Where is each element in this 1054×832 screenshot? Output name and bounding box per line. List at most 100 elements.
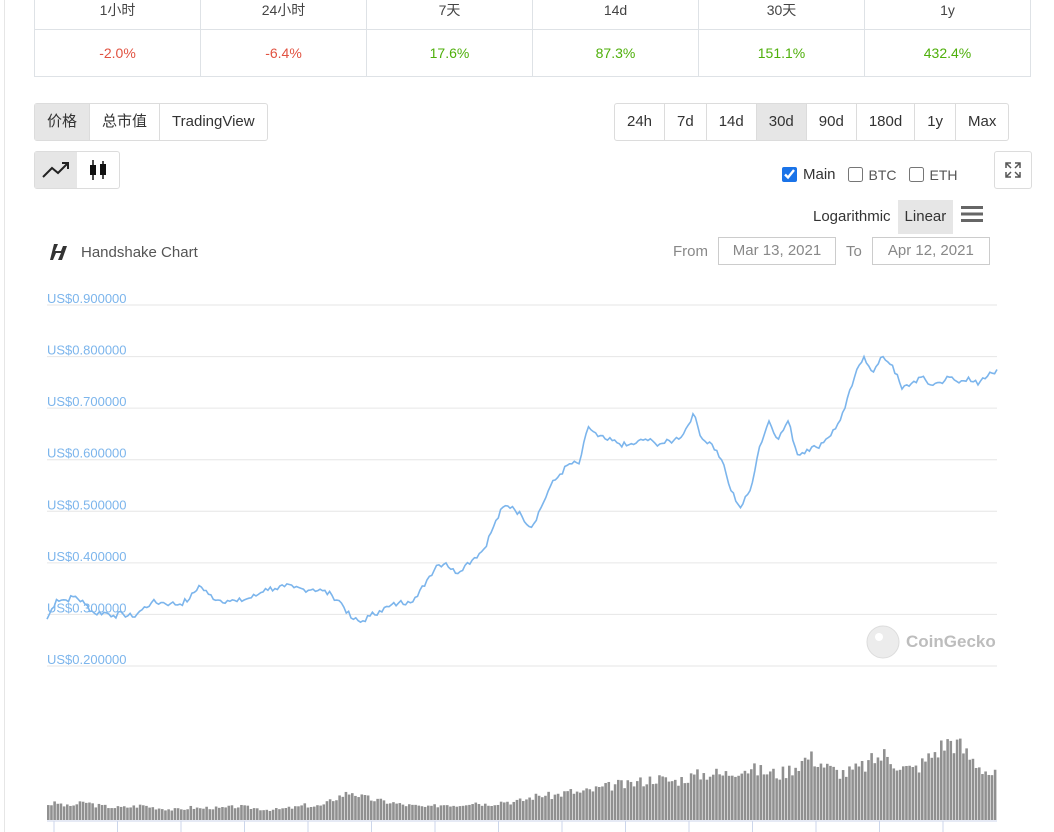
volume-bar (208, 809, 212, 820)
perf-header-30d: 30天 (698, 0, 865, 30)
volume-bar (708, 776, 712, 820)
perf-header-1h: 1小时 (34, 0, 201, 30)
grid-lines (47, 304, 997, 667)
volume-bar (110, 808, 113, 820)
compare-main[interactable]: Main (782, 166, 836, 183)
volume-bar (455, 806, 459, 820)
tab-tradingview[interactable]: TradingView (159, 104, 267, 140)
volume-bar (446, 805, 449, 820)
range-24h-button[interactable]: 24h (627, 113, 653, 130)
volume-bar (588, 789, 592, 820)
volume-bar (658, 775, 661, 820)
volume-bar (420, 806, 424, 820)
volume-bar (195, 807, 199, 820)
line-chart-icon (42, 162, 69, 178)
volume-bar (338, 795, 341, 820)
volume-bar (227, 805, 231, 820)
range-180d-button[interactable]: 180d (855, 104, 914, 140)
volume-bar (715, 768, 718, 820)
volume-bar (484, 803, 487, 820)
volume-bar (316, 805, 319, 820)
volume-bar (157, 808, 161, 820)
volume-bar (886, 756, 889, 820)
volume-bar (797, 770, 801, 820)
volume-bar (807, 759, 810, 820)
volume-bar (762, 774, 766, 820)
volume-bar (148, 807, 151, 820)
volume-bar (860, 761, 864, 820)
volume-bar (781, 766, 785, 820)
linear-button[interactable]: Linear (897, 200, 954, 234)
volume-bar (962, 753, 965, 820)
volume-bar (598, 787, 601, 820)
volume-bar (683, 783, 687, 820)
volume-bar (373, 801, 376, 820)
compare-eth[interactable]: ETH (908, 166, 958, 183)
line-chart-button[interactable] (35, 152, 77, 188)
compare-btc[interactable]: BTC (847, 167, 897, 183)
volume-bar (170, 810, 174, 820)
range-90d-button[interactable]: 90d (805, 104, 856, 140)
y-axis-label: US$0.400000 (47, 549, 127, 564)
volume-bar (895, 770, 899, 820)
volume-bar (718, 774, 721, 820)
volume-bar (594, 786, 598, 820)
logarithmic-button[interactable]: Logarithmic (813, 208, 891, 225)
volume-bar (645, 784, 649, 820)
volume-bar (693, 774, 696, 820)
to-date-input[interactable]: Apr 12, 2021 (871, 237, 990, 265)
volume-bar (414, 804, 417, 820)
perf-value-1h: -2.0% (34, 29, 201, 77)
volume-bar (921, 758, 924, 820)
volume-bar (389, 803, 392, 820)
volume-bar (639, 777, 642, 820)
volume-bar (765, 774, 769, 820)
tab-market-cap[interactable]: 总市值 (89, 104, 159, 140)
volume-bar (702, 773, 706, 820)
volume-bar (100, 805, 104, 820)
volume-bar (53, 801, 56, 820)
volume-bar (354, 795, 357, 820)
x-axis-ticks (47, 820, 997, 832)
eth-checkbox[interactable] (908, 167, 924, 182)
volume-bar (550, 799, 554, 820)
range-max-button[interactable]: Max (955, 104, 1008, 140)
volume-bar (943, 750, 946, 820)
volume-bar (107, 808, 110, 820)
range-7d-button[interactable]: 7d (664, 104, 706, 140)
volume-bar (268, 810, 272, 820)
range-30d-button[interactable]: 30d (755, 104, 806, 140)
price-chart[interactable]: US$0.900000 US$0.800000 US$0.700000 US$0.60… (0, 280, 1054, 832)
volume-bar (243, 805, 246, 820)
candlestick-button[interactable] (77, 152, 119, 188)
volume-bar (984, 771, 987, 820)
volume-bar (408, 804, 411, 820)
btc-checkbox[interactable] (847, 167, 863, 182)
volume-bar (569, 789, 573, 820)
volume-bar (822, 767, 826, 820)
perf-value-30d: 151.1% (698, 29, 865, 77)
volume-bar (927, 753, 930, 820)
eth-label: ETH (929, 166, 958, 183)
tab-price[interactable]: 价格 (35, 104, 90, 140)
volume-bar (582, 790, 585, 820)
volume-bar (173, 808, 177, 820)
volume-bars (47, 738, 997, 820)
volume-bar (411, 804, 414, 820)
volume-bar (661, 776, 664, 820)
volume-bar (281, 808, 284, 820)
volume-bar (145, 805, 148, 820)
volume-bar (933, 752, 937, 820)
fullscreen-button[interactable] (994, 151, 1032, 189)
performance-header-row: 1小时 24小时 7天 14d 30天 1y (34, 0, 1031, 30)
candlestick-icon (90, 160, 106, 180)
from-date-input[interactable]: Mar 13, 2021 (718, 237, 836, 265)
volume-bar (800, 760, 804, 820)
volume-bar (696, 769, 699, 820)
volume-bar (572, 793, 576, 820)
volume-bar (56, 803, 60, 820)
range-14d-button[interactable]: 14d (705, 104, 756, 140)
hamburger-menu-icon[interactable] (961, 204, 984, 224)
range-1y-button[interactable]: 1y (914, 104, 955, 140)
main-checkbox[interactable] (782, 167, 797, 182)
